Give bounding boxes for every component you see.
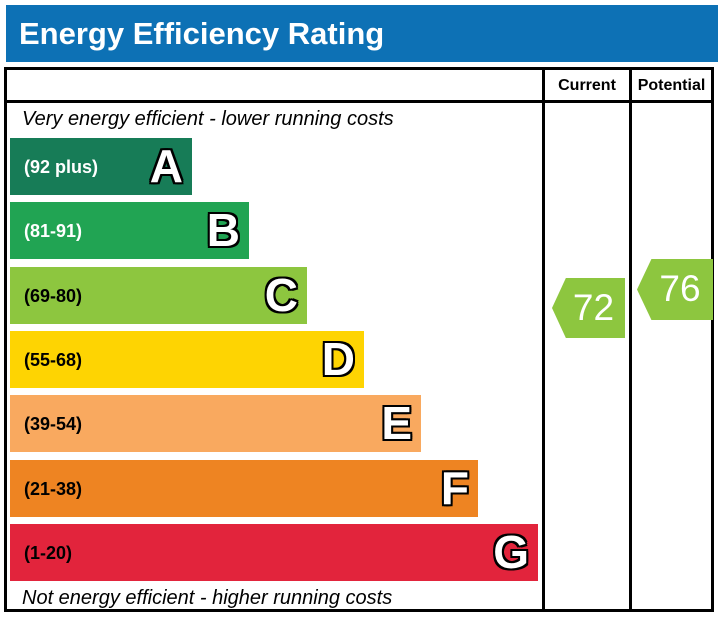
page-title: Energy Efficiency Rating xyxy=(19,16,385,51)
band-b-letter: B xyxy=(206,204,240,256)
current-rating-arrow: 72 xyxy=(552,278,625,338)
current-column-header: Current xyxy=(558,77,616,94)
band-f-letter: F xyxy=(440,462,469,514)
current-rating-value: 72 xyxy=(572,287,615,328)
band-e: (39-54) E xyxy=(10,395,421,452)
band-b: (81-91) B xyxy=(10,202,249,259)
title-bar: Energy Efficiency Rating xyxy=(6,5,718,62)
band-b-range-label: (81-91) xyxy=(24,221,83,241)
band-c-range-label: (69-80) xyxy=(24,286,83,306)
band-f-range-label: (21-38) xyxy=(24,479,83,499)
rating-table: Current Potential Very energy efficient … xyxy=(4,67,714,612)
band-d-letter: D xyxy=(321,333,355,385)
bottom-note: Not energy efficient - higher running co… xyxy=(22,587,393,609)
potential-column-divider xyxy=(629,70,632,609)
band-e-range-label: (39-54) xyxy=(24,414,83,434)
band-a-letter: A xyxy=(149,140,183,192)
band-d: (55-68) D xyxy=(10,331,364,388)
band-a-range-label: (92 plus) xyxy=(24,157,99,177)
top-note: Very energy efficient - lower running co… xyxy=(22,108,394,130)
band-c-letter: C xyxy=(264,269,298,321)
band-f: (21-38) F xyxy=(10,460,478,517)
potential-rating-arrow: 76 xyxy=(637,259,713,320)
current-column-divider xyxy=(542,70,545,609)
band-a: (92 plus) A xyxy=(10,138,192,195)
potential-column-header: Potential xyxy=(637,77,706,94)
band-g: (1-20) G xyxy=(10,524,538,581)
potential-rating-value: 76 xyxy=(659,268,701,309)
band-c: (69-80) C xyxy=(10,267,307,324)
band-g-range-label: (1-20) xyxy=(24,543,73,563)
header-divider xyxy=(7,100,711,103)
band-e-letter: E xyxy=(381,397,412,449)
band-d-range-label: (55-68) xyxy=(24,350,83,370)
band-g-letter: G xyxy=(493,526,529,578)
